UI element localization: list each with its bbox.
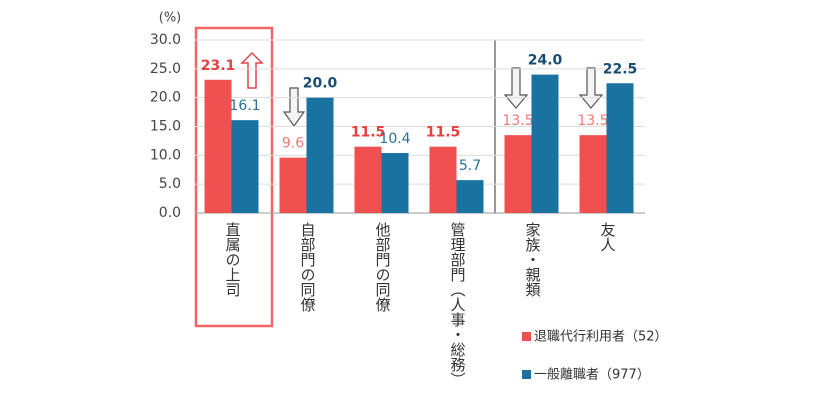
value-label: 20.0 [303,76,338,92]
x-tick-label: 自部門の同僚 [299,222,317,312]
x-tick-label: 友人 [599,222,617,252]
y-tick-label: 25.0 [150,61,181,77]
x-tick-label: 直属の上司 [224,222,242,297]
bar [231,120,259,213]
legend-swatch [522,370,531,379]
bar [381,153,409,213]
bar [429,146,457,213]
bar [354,146,382,213]
legend-label: 退職代行利用者（52） [534,330,668,345]
bar [279,157,307,213]
value-label: 23.1 [201,58,236,74]
bar [306,97,334,213]
unit-label: (%) [159,11,182,26]
value-label: 11.5 [351,125,386,141]
value-label: 5.7 [459,158,481,174]
bar [204,79,232,213]
down-arrow [503,67,529,109]
legend-label: 一般離職者（977） [534,367,650,383]
highlight-box [194,26,274,328]
x-tick-label: 他部門の同僚 [374,222,392,312]
y-tick-label: 20.0 [150,90,181,106]
value-label: 9.6 [282,136,304,152]
y-tick-label: 15.0 [150,119,181,135]
down-arrow [282,87,306,128]
bar [606,83,634,213]
value-label: 22.5 [603,61,638,77]
y-tick-label: 0.0 [159,205,181,221]
value-label: 10.4 [379,131,410,147]
y-tick-label: 30.0 [150,32,181,48]
y-tick-label: 5.0 [159,176,181,192]
value-label: 11.5 [426,125,461,141]
value-label: 13.5 [502,113,533,129]
y-tick-label: 10.0 [150,147,181,163]
legend-swatch [522,332,531,341]
bar [456,180,484,213]
bar [531,74,559,213]
value-label: 24.0 [528,53,563,69]
up-arrow [240,51,264,89]
down-arrow [578,67,604,109]
x-tick-label: 家族・親類 [524,222,542,297]
x-tick-label: 管理部門（人事・総務） [449,222,467,387]
bar [579,135,607,213]
bar [504,135,532,213]
value-label: 13.5 [577,113,608,129]
value-label: 16.1 [229,98,260,114]
